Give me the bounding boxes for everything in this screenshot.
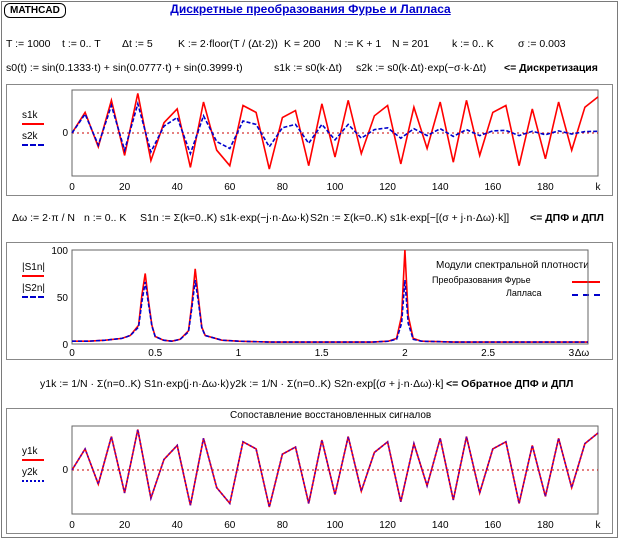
x-tick-label: 20 (119, 182, 131, 193)
def-y1[interactable]: y1k := 1/N · Σ(n=0..K) S1n·exp(j·n·Δω·k) (40, 378, 230, 390)
x-tick-label: 140 (432, 182, 449, 193)
x-tick-label: 180 (537, 520, 554, 531)
x-tick-label: k (596, 520, 602, 531)
def-N-value: N = 201 (392, 38, 430, 50)
def-n[interactable]: n := 0.. K (84, 212, 127, 224)
series-line-2 (71, 100, 599, 156)
spectrum-line-1 (72, 249, 588, 343)
x-tick-label: 0 (69, 520, 75, 531)
x-tick-label: 1.5 (315, 348, 329, 358)
y-tick-label: 50 (57, 293, 69, 304)
y-tick-label: 100 (51, 246, 68, 257)
def-dt[interactable]: Δt := 5 (122, 38, 153, 50)
def-N[interactable]: N := K + 1 (334, 38, 382, 50)
mathcad-badge: MATHCAD (4, 3, 66, 18)
x-tick-label: 80 (277, 182, 289, 193)
def-s1[interactable]: s1k := s0(k·Δt) (274, 62, 342, 74)
x-tick-label: 180 (537, 182, 554, 193)
x-tick-label: 140 (432, 520, 449, 531)
plot2-legend-title: Модули спектральной плотности (436, 260, 589, 271)
plot2-labels: |S1n| |S2n| (22, 262, 45, 304)
def-T[interactable]: T := 1000 (6, 38, 51, 50)
plot1-legend: s1k s2k (22, 110, 44, 152)
def-K[interactable]: K := 2·floor(T / (Δt·2)) (178, 38, 278, 50)
series-line-2 (71, 429, 599, 508)
plot3-svg: 0 20 40 60 80 100 120 140 160 180 k 0 (62, 425, 602, 531)
y-tick-label: 0 (62, 340, 68, 351)
def-S1[interactable]: S1n := Σ(k=0..K) s1k·exp(−j·n·Δω·k) (140, 212, 310, 224)
def-y2[interactable]: y2k := 1/N · Σ(n=0..K) S2n·exp[(σ + j·n·… (230, 378, 444, 390)
worksheet-title: Дискретные преобразования Фурье и Лаплас… (170, 2, 451, 16)
x-tick-label: 100 (327, 520, 344, 531)
label-S1-modulus: |S1n| (22, 262, 45, 273)
plot3-title: Сопоставление восстановленных сигналов (230, 410, 432, 421)
legend-s2-line (22, 144, 44, 146)
x-tick-label: 80 (277, 520, 289, 531)
x-tick-label: 20 (119, 520, 131, 531)
plot-spectrum[interactable] (6, 242, 613, 360)
x-tick-label: k (596, 182, 602, 193)
def-k[interactable]: k := 0.. K (452, 38, 494, 50)
def-S2[interactable]: S2n := Σ(k=0..K) s1k·exp[−[(σ + j·n·Δω)·… (310, 212, 510, 224)
plot-area (71, 249, 589, 345)
label-inverse: <= Обратное ДПФ и ДПЛ (446, 378, 574, 390)
x-tick-label: 40 (172, 182, 184, 193)
y-tick-label: 0 (62, 465, 68, 476)
legend-y2-line (22, 480, 44, 482)
x-tick-label: 3 (569, 348, 575, 358)
spectrum-line-2 (72, 279, 588, 343)
x-tick-label: 2.5 (481, 348, 495, 358)
legend-y1-line (22, 459, 44, 461)
x-tick-label: 0 (69, 348, 75, 358)
legend-y1: y1k (22, 446, 38, 457)
label-discretization: <= Дискретизация (504, 62, 598, 74)
def-sigma[interactable]: σ := 0.003 (518, 38, 566, 50)
x-tick-label: 2 (402, 348, 408, 358)
legend-s1-line (22, 123, 44, 125)
def-t[interactable]: t := 0.. T (62, 38, 101, 50)
x-tick-label: 0.5 (148, 348, 162, 358)
x-tick-label: 120 (379, 520, 396, 531)
plot1-svg: 0 20 40 60 80 100 120 140 160 180 k 0 (62, 89, 602, 193)
def-K-value: K = 200 (284, 38, 321, 50)
plot2-svg: 0 0.5 1 1.5 2 2.5 3 Δω 0 50 100 (51, 246, 590, 358)
legend-y2: y2k (22, 467, 38, 478)
x-tick-label: 100 (327, 182, 344, 193)
label-S2-line (22, 296, 44, 298)
x-tick-label: 60 (224, 182, 236, 193)
x-tick-label: 0 (69, 182, 75, 193)
x-tick-label: 1 (236, 348, 242, 358)
def-s0[interactable]: s0(t) := sin(0.1333·t) + sin(0.0777·t) +… (6, 62, 243, 74)
x-tick-label: 60 (224, 520, 236, 531)
def-dw[interactable]: Δω := 2·π / N (12, 212, 76, 224)
y-tick-label: 0 (62, 128, 68, 139)
x-tick-label: 160 (484, 520, 501, 531)
plot2-legend-laplace: Лапласа (506, 288, 542, 298)
def-s2[interactable]: s2k := s0(k·Δt)·exp(−σ·k·Δt) (356, 62, 487, 74)
x-axis-label: Δω (575, 348, 590, 358)
series-line-1 (71, 93, 599, 170)
legend-s2: s2k (22, 131, 38, 142)
x-tick-label: 120 (379, 182, 396, 193)
plot2-legend-fourier: Преобразования Фурье (432, 275, 531, 285)
legend-s1: s1k (22, 110, 38, 121)
plot2-legend-fourier-line (572, 281, 600, 283)
plot2-legend-laplace-line (572, 294, 600, 296)
label-dft: <= ДПФ и ДПЛ (530, 212, 604, 224)
label-S1-line (22, 275, 44, 277)
plot-signals[interactable] (6, 84, 613, 196)
plot3-legend: y1k y2k (22, 446, 44, 488)
x-tick-label: 40 (172, 520, 184, 531)
label-S2-modulus: |S2n| (22, 283, 45, 294)
x-tick-label: 160 (484, 182, 501, 193)
